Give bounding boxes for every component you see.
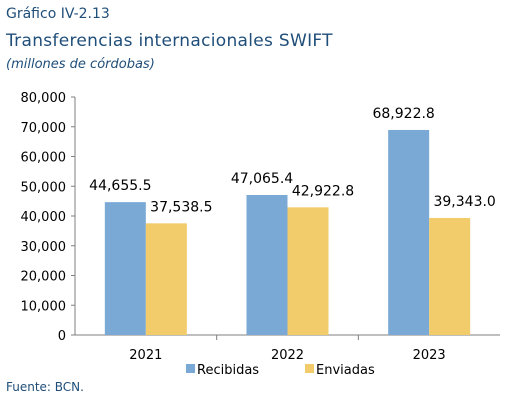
y-tick-label: 0 <box>58 329 66 344</box>
x-tick-label: 2021 <box>129 348 162 363</box>
y-tick-label: 10,000 <box>21 299 67 314</box>
x-tick-label: 2022 <box>271 348 304 363</box>
data-label: 37,538.5 <box>150 199 212 215</box>
legend-swatch-recibidas <box>186 364 195 373</box>
bar-recibidas <box>388 129 430 335</box>
chart-kicker: Gráfico IV-2.13 <box>6 6 110 22</box>
source-note: Fuente: BCN. <box>6 380 84 394</box>
y-tick-label: 70,000 <box>21 121 67 136</box>
data-label: 42,922.8 <box>292 183 354 199</box>
chart-subtitle: (millones de córdobas) <box>6 57 155 72</box>
legend-swatch-enviadas <box>305 364 314 373</box>
bar-enviadas <box>145 223 187 335</box>
x-tick-label: 2023 <box>413 348 446 363</box>
y-tick-label: 20,000 <box>21 270 67 285</box>
data-label: 44,655.5 <box>89 178 151 194</box>
legend-label-recibidas: Recibidas <box>197 363 259 378</box>
y-tick-label: 80,000 <box>21 91 67 106</box>
chart-title: Transferencias internacionales SWIFT <box>6 31 333 51</box>
y-tick-label: 40,000 <box>21 210 67 225</box>
y-tick-label: 60,000 <box>21 151 67 166</box>
legend-label-enviadas: Enviadas <box>316 363 375 378</box>
bar-enviadas <box>429 217 471 335</box>
data-label: 47,065.4 <box>231 171 293 187</box>
y-tick-label: 50,000 <box>21 180 67 195</box>
bar-recibidas <box>246 194 288 335</box>
bar-enviadas <box>287 207 329 335</box>
bar-recibidas <box>104 202 146 335</box>
data-label: 39,343.0 <box>433 194 495 210</box>
data-label: 68,922.8 <box>372 106 434 122</box>
y-tick-label: 30,000 <box>21 240 67 255</box>
